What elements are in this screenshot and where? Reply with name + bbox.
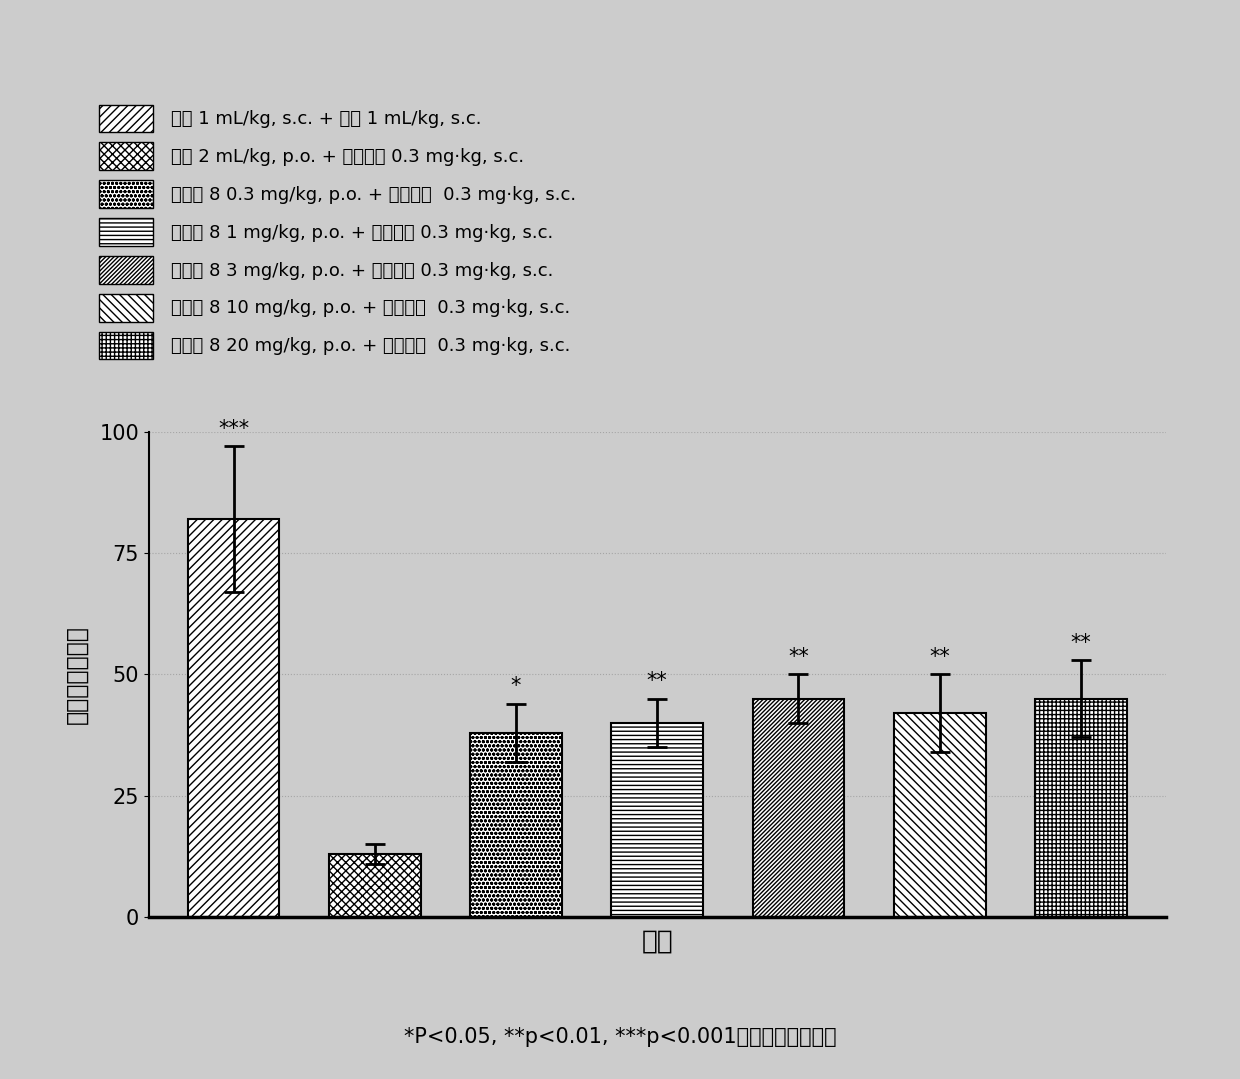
Bar: [611, 723, 703, 917]
Text: *P<0.05, **p<0.01, ***p<0.001，相对于东莨莪碱: *P<0.05, **p<0.01, ***p<0.001，相对于东莨莪碱: [404, 1026, 836, 1047]
Text: **: **: [1070, 632, 1091, 653]
Bar: [329, 855, 420, 917]
Text: *: *: [511, 677, 521, 696]
Legend: 载剂 1 mL/kg, s.c. + 载剂 1 mL/kg, s.c., 载剂 2 mL/kg, p.o. + 东莨莪碱 0.3 mg·kg, s.c., 实施: 载剂 1 mL/kg, s.c. + 载剂 1 mL/kg, s.c., 载剂 …: [94, 99, 582, 365]
Bar: [470, 733, 562, 917]
Bar: [894, 713, 986, 917]
Y-axis label: 僵立时间（秒）: 僵立时间（秒）: [64, 625, 88, 724]
Text: **: **: [789, 647, 808, 667]
Text: **: **: [647, 671, 667, 692]
Text: ***: ***: [218, 419, 249, 439]
Bar: [1035, 699, 1127, 917]
X-axis label: 处理: 处理: [641, 928, 673, 954]
Text: **: **: [929, 647, 950, 667]
Bar: [753, 699, 844, 917]
Bar: [187, 519, 279, 917]
